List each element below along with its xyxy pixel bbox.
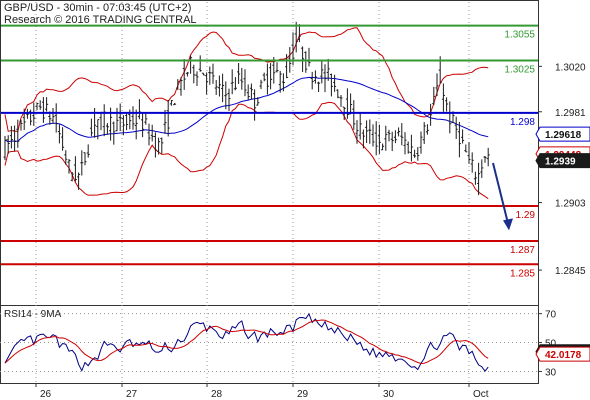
rsi-title: RSI14 - 9MA bbox=[4, 309, 62, 320]
x-tick-label: 29 bbox=[297, 389, 309, 400]
y-tick-label: 1.3020 bbox=[555, 62, 586, 73]
level-label: 1.29 bbox=[516, 210, 536, 221]
forecast-arrow bbox=[492, 162, 509, 224]
level-label: 1.287 bbox=[510, 245, 535, 256]
chart-title: GBP/USD - 30min - 07:03:45 (UTC+2) bbox=[4, 2, 192, 14]
level-label: 1.3055 bbox=[504, 30, 535, 41]
rsi-panel-frame bbox=[0, 305, 539, 384]
price-panel-frame bbox=[0, 0, 539, 306]
rsi-badge bbox=[535, 346, 590, 362]
candles bbox=[3, 21, 490, 196]
rsi-tick-label: 30 bbox=[545, 367, 557, 378]
y-tick-label: 1.2981 bbox=[555, 108, 586, 119]
chart-copyright: Research © 2016 TRADING CENTRAL bbox=[4, 14, 197, 26]
forecast-arrow-head bbox=[503, 218, 513, 231]
price-badge-label: 1.29618 bbox=[545, 130, 582, 141]
level-label: 1.285 bbox=[510, 268, 535, 279]
y-tick-label: 1.2903 bbox=[555, 199, 586, 210]
level-label: 1.298 bbox=[510, 117, 535, 128]
bollinger-upper bbox=[4, 27, 489, 132]
price-badge bbox=[535, 153, 590, 169]
x-tick-label: 27 bbox=[126, 389, 138, 400]
rsi-tick-label: 70 bbox=[545, 310, 557, 321]
moving-average bbox=[4, 76, 489, 143]
x-tick-label: Oct bbox=[473, 389, 489, 400]
price-badge bbox=[535, 126, 590, 142]
rsi-ma-line bbox=[4, 319, 489, 365]
bollinger-lower bbox=[4, 101, 489, 200]
x-tick-label: 26 bbox=[40, 389, 52, 400]
x-tick-label: 30 bbox=[383, 389, 395, 400]
rsi-badge-label: 42.0178 bbox=[545, 350, 582, 361]
level-label: 1.3025 bbox=[504, 65, 535, 76]
rsi-tick-label: 50 bbox=[545, 339, 557, 350]
price-badge-label: 1.2939 bbox=[545, 157, 576, 168]
y-tick-label: 1.2845 bbox=[555, 266, 586, 277]
x-tick-label: 28 bbox=[211, 389, 223, 400]
rsi-line bbox=[4, 312, 489, 373]
